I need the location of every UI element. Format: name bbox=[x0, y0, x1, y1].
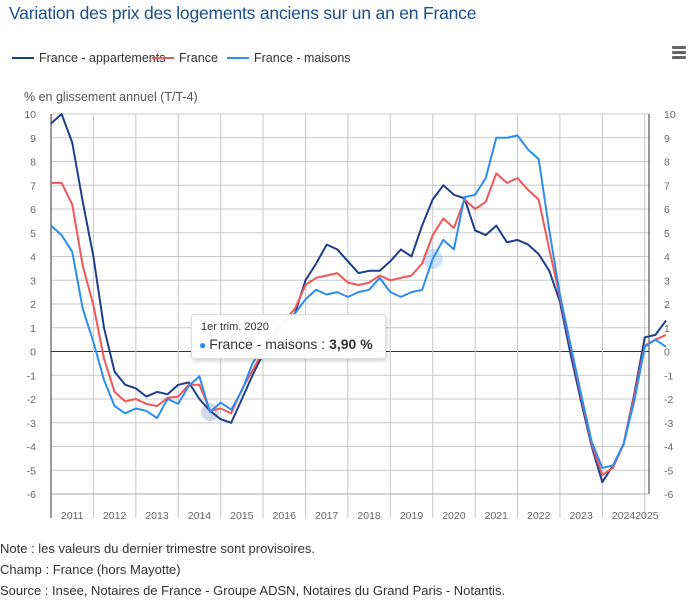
y-tick-label: 6 bbox=[664, 204, 670, 216]
series-line-france-maisons bbox=[50, 134, 667, 469]
y-tick-label: 8 bbox=[664, 157, 670, 169]
y-tick-label: -6 bbox=[27, 489, 36, 501]
y-tick-label: -2 bbox=[27, 394, 36, 406]
x-tick-label: 2022 bbox=[527, 510, 551, 522]
legend-label: France - maisons bbox=[254, 51, 351, 65]
y-tick-label: -2 bbox=[664, 394, 673, 406]
series-lines bbox=[50, 113, 667, 484]
x-tick-label: 2019 bbox=[400, 510, 424, 522]
y-tick-label: 4 bbox=[30, 252, 36, 264]
y-tick-label: -1 bbox=[27, 370, 36, 382]
tooltip-period: 1er trim. 2020 bbox=[201, 321, 269, 333]
y-tick-label: 10 bbox=[664, 109, 676, 121]
y-tick-label: 5 bbox=[30, 228, 36, 240]
y-tick-label: -4 bbox=[664, 442, 673, 454]
y-tick-label: 0 bbox=[664, 347, 670, 359]
y-tick-label: -4 bbox=[27, 442, 36, 454]
tooltip-value: 3,90 % bbox=[329, 336, 373, 352]
y-tick-label: 5 bbox=[664, 228, 670, 240]
y-tick-label: 3 bbox=[30, 275, 36, 287]
y-tick-label: 1 bbox=[664, 323, 670, 335]
x-tick-label: 2012 bbox=[103, 510, 127, 522]
notes: Note : les valeurs du dernier trimestre … bbox=[0, 538, 505, 601]
y-tick-label: 8 bbox=[30, 157, 36, 169]
series-dot-icon: ● bbox=[199, 338, 207, 352]
tooltip: 1er trim. 2020 ● France - maisons : 3,90 … bbox=[191, 314, 386, 359]
chart-title: Variation des prix des logements anciens… bbox=[9, 3, 477, 23]
y-tick-label: -3 bbox=[664, 418, 673, 430]
y-tick-label: 2 bbox=[664, 299, 670, 311]
y-axis-title: % en glissement annuel (T/T-4) bbox=[24, 90, 198, 104]
series-line-france-appartements bbox=[50, 113, 667, 484]
y-tick-label: 6 bbox=[30, 204, 36, 216]
x-tick-label: 2025 bbox=[635, 510, 659, 522]
grid bbox=[50, 113, 650, 518]
x-tick-label: 2015 bbox=[230, 510, 254, 522]
y-tick-label: 3 bbox=[664, 275, 670, 287]
y-tick-label: 7 bbox=[30, 180, 36, 192]
y-tick-label: -6 bbox=[664, 489, 673, 501]
legend-label: France - appartements bbox=[39, 51, 165, 65]
source-text: Source : Insee, Notaires de France - Gro… bbox=[0, 583, 506, 598]
legend-item[interactable]: France - maisons bbox=[227, 51, 351, 65]
tooltip-line: ● France - maisons : 3,90 % bbox=[199, 336, 373, 352]
tooltip-separator: : bbox=[317, 336, 330, 352]
x-tick-label: 2017 bbox=[315, 510, 339, 522]
note-text: Note : les valeurs du dernier trimestre … bbox=[0, 541, 316, 556]
y-tick-label: 0 bbox=[30, 347, 36, 359]
tooltip-series: France - maisons bbox=[209, 336, 318, 352]
legend-item[interactable]: France - appartements bbox=[12, 51, 165, 65]
legend-item[interactable]: France bbox=[152, 51, 218, 65]
y-tick-label: 7 bbox=[664, 180, 670, 192]
x-tick-label: 2020 bbox=[442, 510, 466, 522]
y-tick-label: 2 bbox=[30, 299, 36, 311]
y-tick-label: 9 bbox=[30, 133, 36, 145]
x-tick-label: 2011 bbox=[61, 510, 84, 522]
y-tick-label: 4 bbox=[664, 252, 670, 264]
x-tick-label: 2024 bbox=[612, 510, 636, 522]
y-tick-label: 1 bbox=[30, 323, 36, 335]
y-tick-label: -3 bbox=[27, 418, 36, 430]
x-tick-label: 2016 bbox=[273, 510, 297, 522]
x-axis: 2011 2012 2013 2014 2015 2016 2017 2018 2019 2020… bbox=[61, 510, 659, 522]
x-tick-label: 2018 bbox=[357, 510, 381, 522]
y-tick-label: -5 bbox=[664, 465, 673, 477]
hamburger-menu-icon[interactable] bbox=[672, 46, 686, 61]
legend-label: France bbox=[179, 51, 218, 65]
y-tick-label: -5 bbox=[27, 465, 36, 477]
y-tick-label: 10 bbox=[24, 109, 36, 121]
x-tick-label: 2021 bbox=[485, 510, 509, 522]
x-tick-label: 2014 bbox=[188, 510, 212, 522]
y-tick-label: 9 bbox=[664, 133, 670, 145]
scope-text: Champ : France (hors Mayotte) bbox=[0, 562, 181, 577]
x-tick-label: 2013 bbox=[145, 510, 169, 522]
legend: France - appartements France France - mais… bbox=[12, 51, 351, 65]
x-tick-label: 2023 bbox=[569, 510, 593, 522]
y-tick-label: -1 bbox=[664, 370, 673, 382]
